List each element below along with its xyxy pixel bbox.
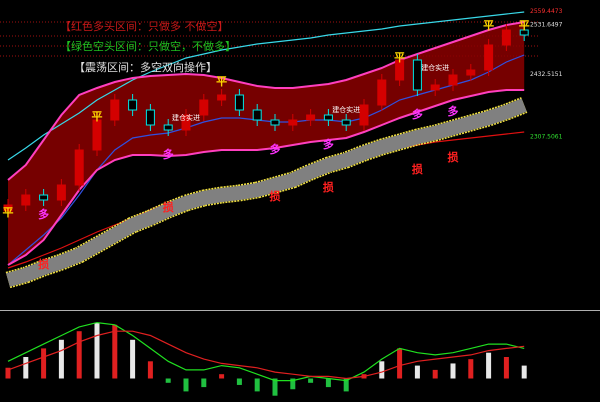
candle-body: [39, 194, 49, 201]
candle-body: [181, 114, 191, 131]
annotation: 建仓实进: [332, 105, 360, 114]
candle-body: [217, 94, 227, 101]
annotation: 平: [394, 51, 405, 64]
candle-body: [234, 94, 244, 111]
annotation: 损: [412, 162, 423, 176]
candle-body: [145, 109, 155, 126]
candle-body: [74, 149, 84, 186]
price-label: 2531.6497: [530, 22, 563, 29]
macd-bar: [521, 365, 527, 379]
annotation: 平: [92, 110, 103, 123]
macd-dif: [7, 321, 525, 382]
macd-bar: [58, 339, 64, 379]
price-label: 2559.4473: [530, 8, 563, 15]
candle-body: [323, 114, 333, 121]
annotation: 损: [163, 200, 174, 214]
macd-bar: [41, 348, 47, 379]
candle-body: [448, 74, 458, 86]
candle-body: [501, 29, 511, 46]
candle-body: [110, 99, 120, 121]
macd-bar: [254, 378, 260, 392]
macd-bar: [201, 378, 207, 388]
candle-body: [56, 184, 66, 201]
macd-bar: [165, 378, 171, 383]
annotation: 平: [216, 75, 227, 88]
indicator-line: [7, 11, 525, 161]
macd-bar: [343, 378, 349, 392]
candle-body: [288, 119, 298, 126]
annotation: 损: [270, 189, 281, 203]
candle-body: [484, 44, 494, 71]
annotation: 多: [323, 137, 334, 151]
annotation: 多: [412, 107, 423, 121]
candle-body: [412, 59, 422, 91]
macd-bar: [272, 378, 278, 396]
macd-bar: [219, 374, 225, 379]
candle-body: [430, 84, 440, 91]
macd-bar: [414, 365, 420, 379]
macd-bar: [308, 378, 314, 383]
candle-body: [252, 109, 262, 121]
candle-body: [21, 194, 31, 206]
macd-bar: [236, 378, 242, 385]
annotation: 多: [163, 147, 174, 161]
candle-body: [128, 99, 138, 111]
macd-bar: [5, 367, 11, 379]
macd-bar: [94, 322, 100, 379]
price-label: 2432.5151: [530, 71, 563, 78]
macd-bar: [76, 331, 82, 379]
candle-body: [341, 119, 351, 126]
band-fill: [8, 22, 525, 265]
band-lower: [7, 89, 525, 266]
macd-bar: [112, 324, 118, 379]
candle-body: [359, 104, 369, 126]
annotation: 多: [448, 104, 459, 118]
candle-body: [306, 114, 316, 121]
annotation: 建仓实进: [172, 113, 200, 122]
annotation: 平: [483, 19, 494, 32]
annotation: 多: [270, 142, 281, 156]
macd-bar: [130, 339, 136, 379]
price-label: 2307.5061: [530, 134, 563, 141]
macd-bar: [290, 378, 296, 390]
annotation: 建仓实进: [421, 63, 449, 72]
annotation: 平: [519, 19, 530, 32]
note: 【绿色空头区间：只做空，不做多】: [60, 39, 236, 53]
candle-body: [92, 119, 102, 151]
annotation: 多: [38, 207, 49, 221]
macd-bar: [397, 348, 403, 379]
macd-bar: [432, 369, 438, 379]
macd-bar: [450, 363, 456, 379]
annotation: 损: [448, 150, 459, 164]
macd-bar: [147, 361, 153, 379]
candle-body: [377, 79, 387, 106]
macd-bar: [503, 357, 509, 379]
macd-bar: [23, 357, 29, 379]
note: 【震荡区间：多空双向操作】: [74, 60, 217, 74]
candle-body: [270, 119, 280, 126]
note: 【红色多头区间：只做多 不做空】: [60, 19, 229, 33]
annotation: 损: [38, 257, 49, 271]
indicator-line: [6, 98, 527, 287]
candle-body: [466, 69, 476, 76]
candle-body: [395, 59, 405, 81]
band-upper: [7, 21, 525, 181]
macd-bar: [183, 378, 189, 392]
macd-bar: [325, 378, 331, 388]
macd-bar: [486, 352, 492, 379]
candle-body: [3, 204, 13, 212]
macd-dea: [7, 330, 525, 380]
macd-bar: [468, 359, 474, 379]
annotation: 损: [323, 180, 334, 194]
candle-body: [199, 99, 209, 116]
candle-body: [163, 124, 173, 131]
candle-body: [519, 29, 529, 36]
macd-bar: [379, 361, 385, 379]
annotation: 平: [3, 206, 14, 219]
